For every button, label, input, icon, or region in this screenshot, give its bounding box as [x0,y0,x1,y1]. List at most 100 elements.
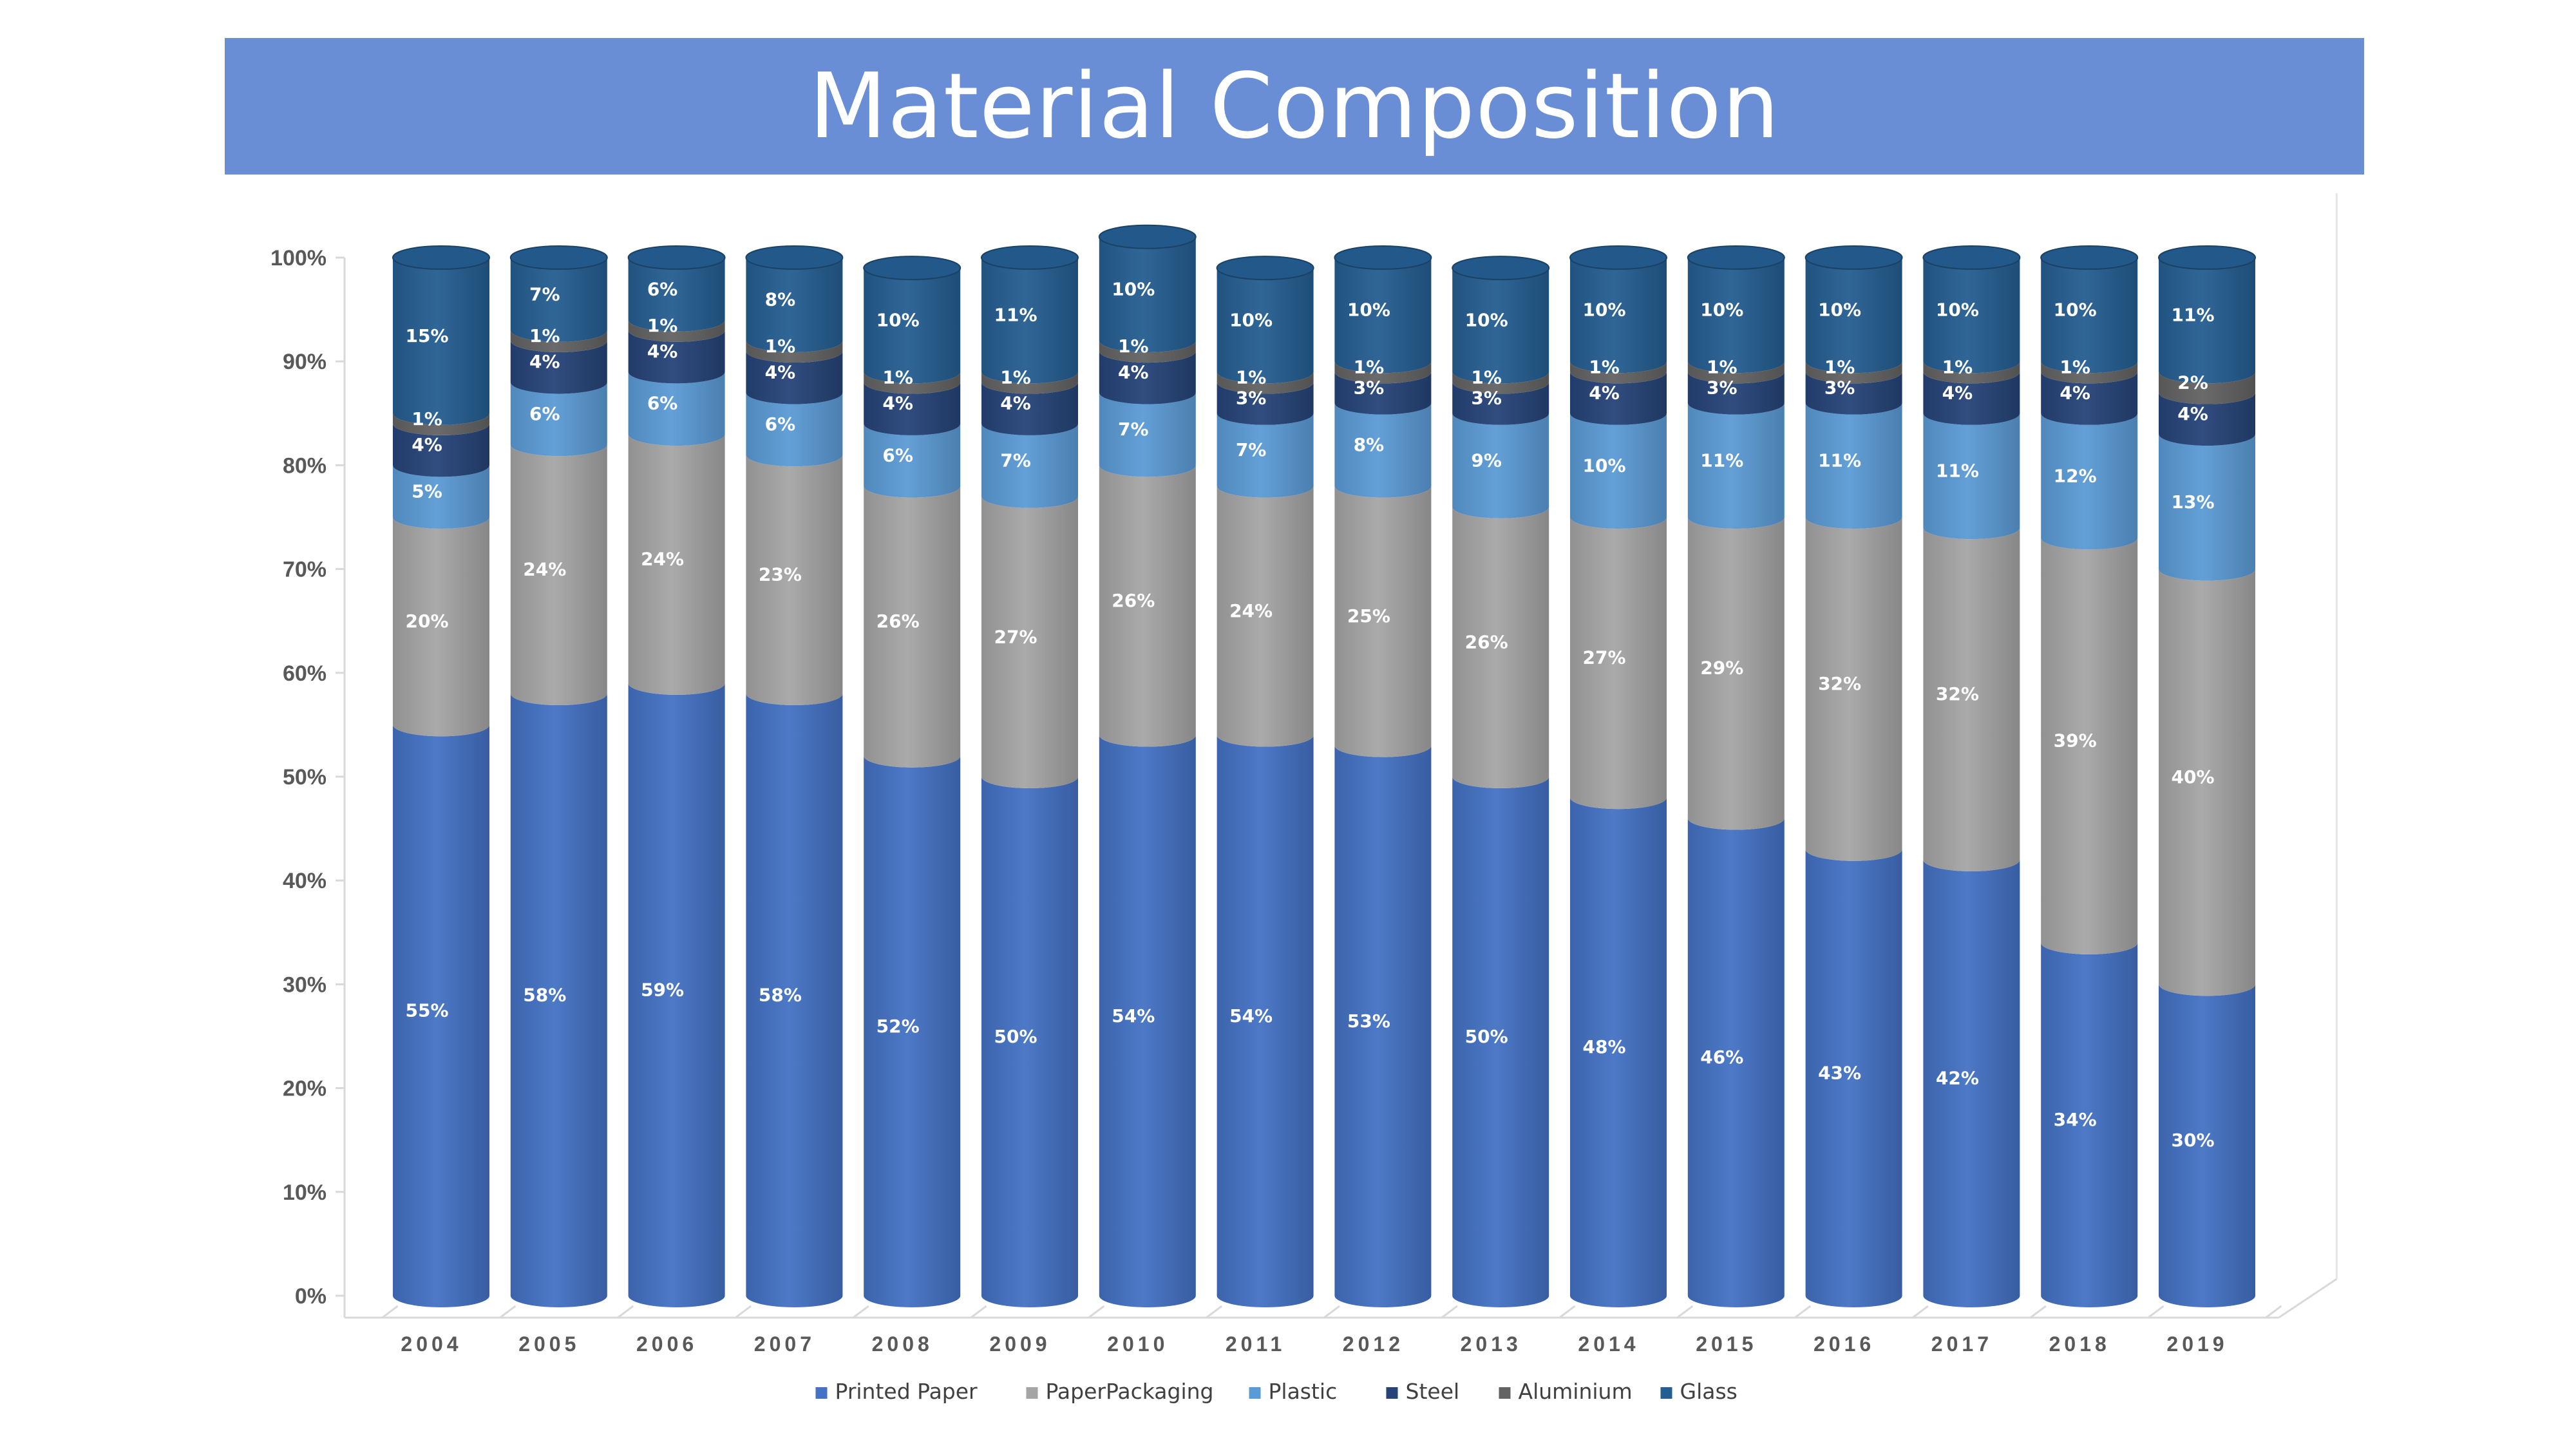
bar-segment-glass [510,258,607,342]
data-label: 27% [994,626,1037,647]
bar-segment-steel [628,330,725,384]
bar-segment-glass [628,258,725,332]
data-label: 1% [1236,366,1267,388]
bar-segment-paperpackaging [1452,506,1549,788]
x-tick-mark [2147,1305,2164,1319]
data-label: 50% [994,1026,1037,1047]
data-label: 5% [412,481,442,502]
data-label: 12% [2054,466,2097,487]
data-label: 4% [765,361,796,383]
bar-segment-glass [1570,258,1667,374]
bar-segment-plastic [1923,413,2020,540]
bar-segment-paperpackaging [1687,517,1785,830]
data-label: 7% [1000,450,1031,471]
data-label: 11% [994,305,1037,326]
bar-segment-glass [1099,236,1196,352]
x-tick-mark [1323,1305,1340,1319]
bar-segment-printed-paper [393,724,489,1307]
legend-swatch [815,1387,828,1399]
bar-segment-paperpackaging [1923,527,2020,871]
bar-top-cap [1569,245,1667,270]
bar-segment-glass [746,258,843,352]
bar-segment-aluminium [746,340,843,363]
bar-top-cap [627,245,726,270]
data-label: 1% [1707,356,1738,377]
bar-segment-plastic [2159,434,2255,581]
data-label: 3% [1471,388,1502,409]
bar-segment-plastic [1334,402,1432,498]
data-label: 11% [1818,450,1861,471]
data-label: 4% [1000,393,1031,414]
bar-segment-paperpackaging [1805,517,1902,861]
bar-segment-aluminium [1687,361,1785,384]
data-label: 2% [2177,372,2208,393]
floor-edge [2278,1278,2338,1319]
data-label: 39% [2054,730,2097,752]
bar-stack-2019 [2158,245,2256,1307]
data-label: 50% [1465,1026,1508,1047]
x-tick-mark [1206,1305,1223,1319]
x-tick-label: 2008 [872,1332,933,1356]
bar-top-cap [1216,256,1314,281]
bar-segment-aluminium [510,330,607,352]
y-tick-label: 10% [283,1180,327,1205]
bar-top-cap [745,245,844,270]
data-label: 7% [529,283,560,305]
bar-segment-aluminium [2159,372,2255,404]
data-label: 10% [876,310,920,331]
bar-segment-plastic [1570,413,1667,529]
bar-segment-printed-paper [510,694,607,1307]
x-tick-mark [1676,1305,1694,1319]
data-label: 1% [1000,366,1031,388]
bar-top-cap [392,245,490,270]
axes: 0% 10% 20% 30% 40% 50% 60% 70% 80% 90% 100% 2004 200… [270,193,2338,1356]
x-tick-mark [735,1305,752,1319]
data-label: 30% [2171,1130,2214,1151]
x-tick-label: 2005 [518,1332,580,1356]
bar-segment-glass [393,258,489,425]
title-banner: Material Composition [225,38,2364,175]
x-tick-label: 2004 [401,1332,462,1356]
bar-segment-plastic [981,423,1078,508]
data-label: 1% [765,336,796,357]
data-label: 9% [1471,450,1502,471]
legend-item: Aluminium [1499,1379,1633,1404]
legend-swatch [1660,1387,1672,1399]
bar-segment-aluminium [1923,361,2020,384]
bar-segment-paperpackaging [510,444,607,706]
data-label: 10% [1700,299,1743,321]
bar-segment-glass [1687,258,1785,374]
bar-segment-paperpackaging [1099,465,1196,747]
data-label: 10% [1229,310,1273,331]
y-tick-label: 40% [283,869,327,893]
data-label: 53% [1347,1010,1390,1032]
bar-segment-steel [1099,351,1196,404]
data-label: 10% [1936,299,1979,321]
data-label: 10% [2054,299,2097,321]
bar-segment-printed-paper [1923,859,2020,1307]
bar-segment-printed-paper [1687,818,1785,1307]
x-tick-label: 2011 [1226,1332,1285,1356]
x-tick-mark [381,1305,399,1319]
bar-top-cap [2158,245,2256,270]
bar-segment-printed-paper [1334,745,1432,1307]
data-label: 1% [882,366,913,388]
data-label: 54% [1229,1005,1273,1027]
bar-top-cap [1804,245,1903,270]
data-label: 58% [523,985,566,1006]
bar-segment-printed-paper [981,777,1078,1307]
data-label: 8% [1354,434,1385,455]
y-tick-label: 60% [283,661,327,686]
x-tick-label: 2010 [1107,1332,1168,1356]
data-label: 10% [1582,299,1625,321]
data-label: 59% [641,979,684,1000]
bar-segment-glass [1217,268,1314,384]
bar-segment-printed-paper [1099,735,1196,1307]
x-tick-mark [617,1305,634,1319]
legend-item: Glass [1660,1379,1738,1404]
data-label: 34% [2054,1109,2097,1130]
bar-segment-paperpackaging [864,486,961,768]
bar-stack-2014 [1569,245,1667,1307]
bar-segment-paperpackaging [628,434,725,695]
legend-label: Steel [1406,1379,1460,1404]
